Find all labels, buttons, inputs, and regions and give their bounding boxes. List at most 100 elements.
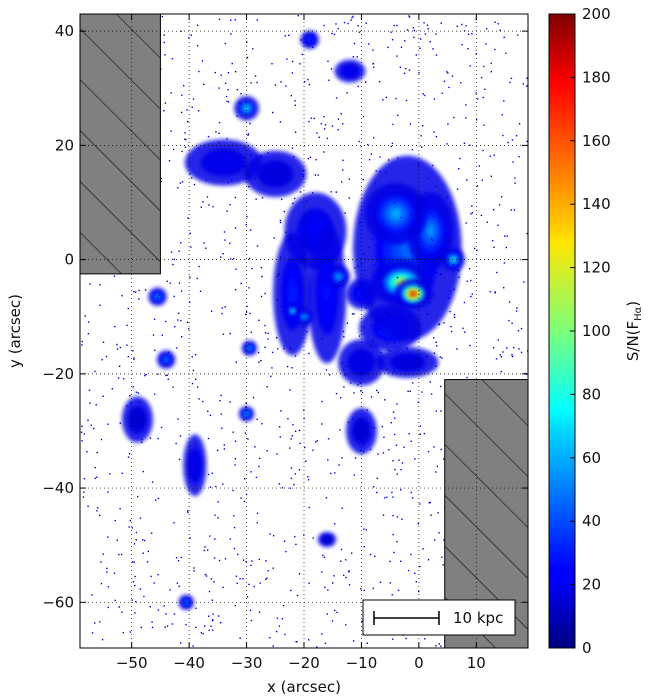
noise-pixel [163, 34, 165, 36]
noise-pixel [283, 345, 285, 347]
noise-pixel [289, 238, 292, 240]
noise-pixel [184, 138, 186, 140]
noise-pixel [446, 143, 448, 145]
noise-pixel [503, 287, 505, 289]
noise-pixel [323, 151, 325, 153]
noise-pixel [133, 291, 135, 293]
noise-pixel [81, 440, 83, 442]
noise-pixel [193, 567, 195, 569]
noise-pixel [246, 596, 249, 598]
noise-pixel [412, 382, 414, 384]
x-tick-label: −50 [116, 654, 148, 672]
noise-pixel [177, 319, 179, 321]
noise-pixel [447, 72, 449, 74]
noise-pixel [399, 263, 401, 265]
noise-pixel [107, 423, 109, 425]
noise-pixel [332, 582, 334, 584]
x-tick-label: −30 [231, 654, 263, 672]
noise-pixel [94, 477, 96, 480]
noise-pixel [466, 280, 468, 282]
noise-pixel [181, 336, 183, 338]
noise-pixel [240, 93, 242, 95]
noise-pixel [234, 19, 236, 21]
noise-pixel [193, 467, 195, 470]
noise-pixel [316, 440, 318, 442]
noise-pixel [327, 60, 329, 62]
noise-pixel [435, 341, 437, 343]
noise-pixel [132, 581, 135, 583]
noise-pixel [342, 123, 344, 125]
colorbar-tick-label: 40 [582, 512, 601, 530]
noise-pixel [430, 245, 432, 248]
noise-pixel [211, 620, 214, 622]
noise-pixel [208, 204, 210, 206]
noise-pixel [475, 92, 477, 94]
noise-pixel [392, 514, 394, 517]
noise-pixel [81, 425, 83, 427]
noise-pixel [190, 246, 192, 248]
noise-pixel [235, 575, 238, 577]
noise-pixel [256, 522, 258, 524]
noise-pixel [433, 446, 435, 448]
noise-pixel [292, 246, 295, 248]
noise-pixel [430, 238, 433, 240]
noise-pixel [279, 219, 282, 222]
noise-pixel [440, 385, 442, 388]
noise-pixel [356, 56, 358, 58]
noise-pixel [513, 209, 516, 211]
noise-pixel [405, 347, 408, 349]
noise-pixel [322, 554, 324, 557]
noise-pixel [422, 548, 424, 550]
noise-pixel [196, 45, 199, 47]
noise-pixel [229, 204, 231, 206]
noise-pixel [406, 348, 408, 350]
noise-pixel [276, 275, 279, 277]
noise-pixel [161, 15, 163, 18]
noise-pixel [121, 472, 123, 474]
noise-pixel [480, 214, 483, 217]
noise-pixel [374, 264, 376, 266]
noise-pixel [401, 462, 404, 464]
noise-pixel [453, 263, 455, 266]
noise-pixel [194, 354, 197, 356]
emission-map [80, 15, 528, 648]
noise-pixel [314, 174, 317, 176]
noise-pixel [264, 292, 266, 295]
noise-pixel [235, 361, 237, 363]
noise-pixel [94, 370, 96, 373]
noise-pixel [286, 365, 289, 368]
noise-pixel [360, 588, 362, 590]
noise-pixel [201, 60, 204, 62]
noise-pixel [385, 171, 387, 173]
noise-pixel [261, 275, 263, 278]
noise-pixel [131, 527, 133, 529]
noise-pixel [342, 159, 344, 161]
noise-pixel [157, 497, 160, 500]
noise-pixel [398, 340, 400, 342]
noise-pixel [231, 62, 233, 65]
noise-pixel [180, 290, 183, 292]
noise-pixel [246, 311, 248, 313]
noise-pixel [229, 538, 231, 540]
noise-pixel [167, 378, 169, 380]
noise-pixel [351, 313, 354, 315]
noise-pixel [121, 611, 123, 613]
noise-pixel [361, 391, 364, 394]
noise-pixel [463, 142, 466, 144]
noise-pixel [242, 578, 244, 580]
noise-pixel [135, 539, 137, 541]
noise-pixel [232, 489, 234, 492]
noise-pixel [240, 282, 242, 285]
noise-pixel [208, 615, 210, 617]
noise-pixel [281, 487, 284, 489]
noise-pixel [244, 165, 246, 167]
noise-pixel [348, 571, 350, 573]
noise-pixel [107, 586, 110, 588]
noise-pixel [249, 122, 251, 125]
noise-pixel [295, 267, 298, 269]
noise-pixel [203, 242, 205, 244]
noise-pixel [81, 340, 83, 343]
noise-pixel [283, 540, 286, 542]
noise-pixel [114, 599, 116, 602]
noise-pixel [363, 443, 365, 445]
